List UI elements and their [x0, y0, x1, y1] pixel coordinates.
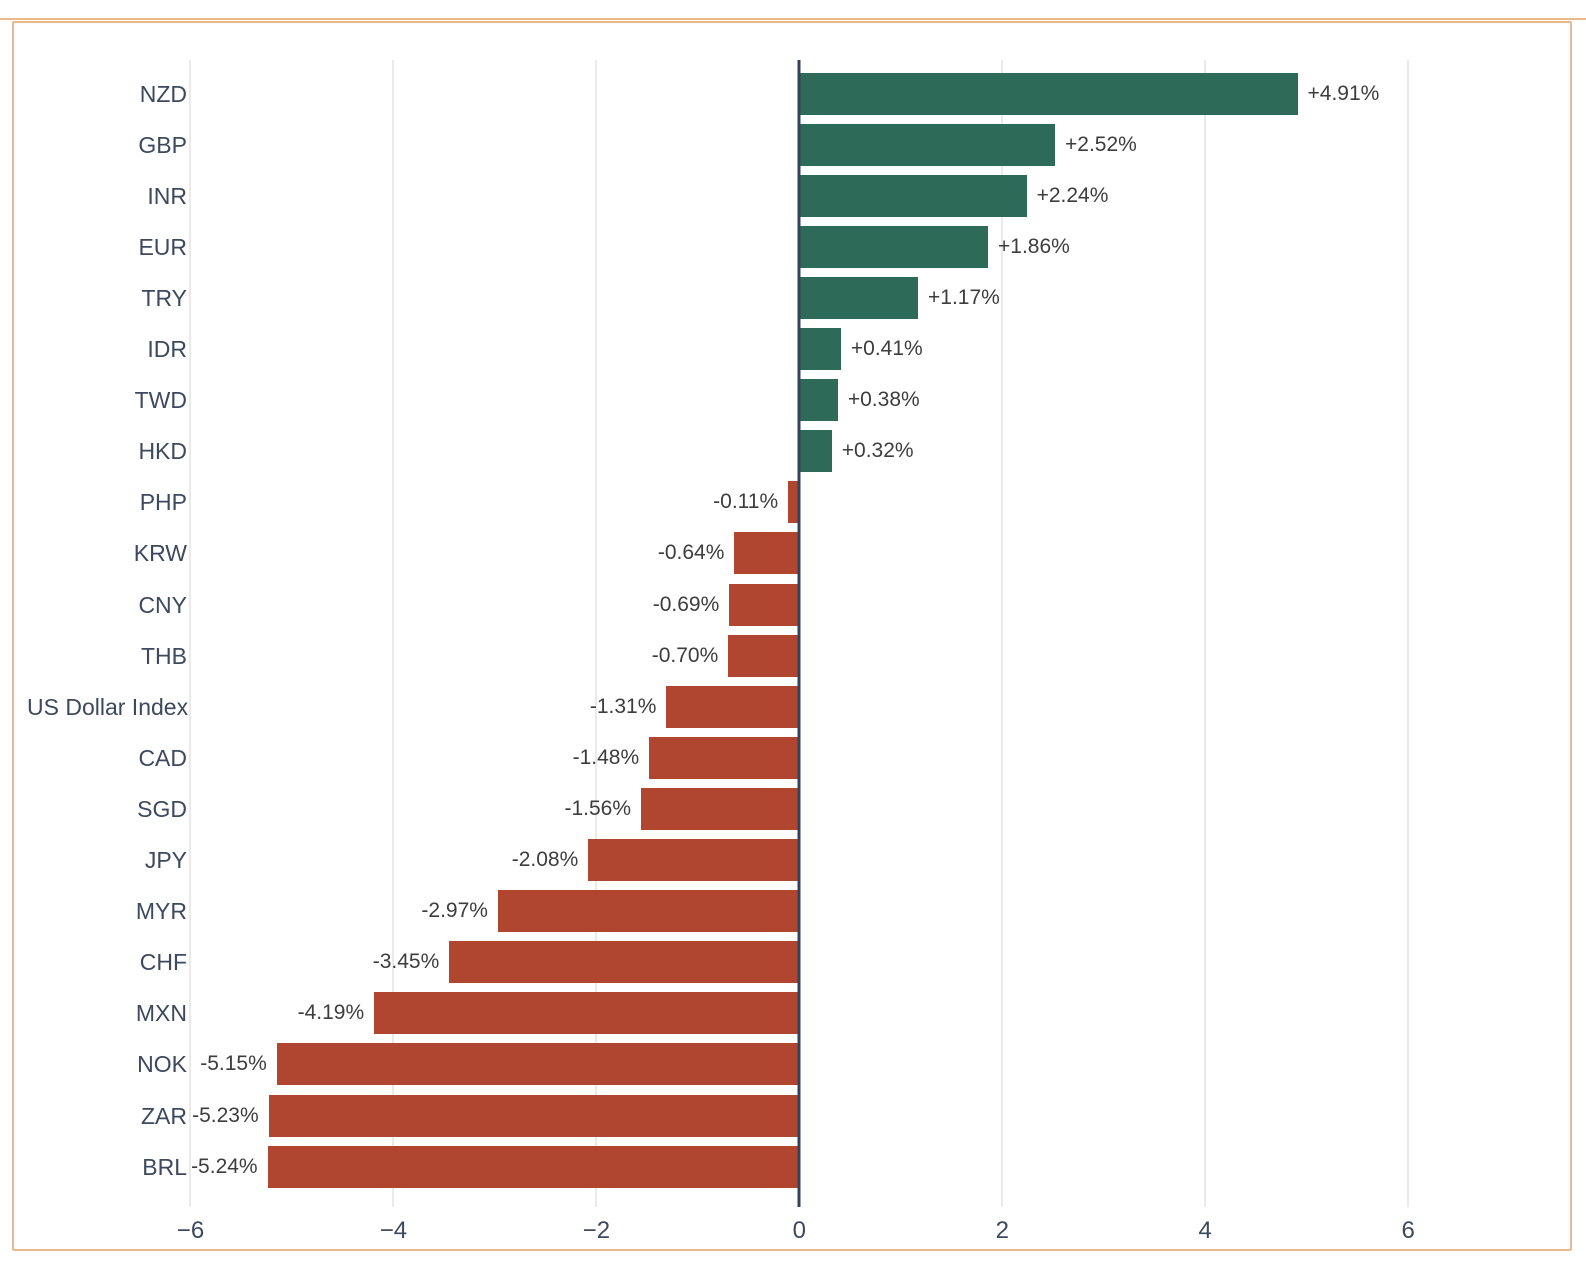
category-label: ZAR: [141, 1102, 187, 1129]
x-tick-label: −4: [379, 1217, 408, 1244]
category-label: INR: [147, 182, 187, 209]
bar-jpy[interactable]: [588, 839, 800, 882]
bar-thb[interactable]: [728, 634, 800, 677]
bar-eur[interactable]: [799, 225, 989, 268]
category-label: SGD: [137, 795, 187, 822]
frame-top-rule: [0, 18, 1586, 20]
bar-idr[interactable]: [799, 328, 841, 371]
bar-us-dollar-index[interactable]: [666, 685, 800, 728]
value-label: -0.64%: [657, 541, 725, 565]
category-label: IDR: [147, 336, 187, 363]
bar-sgd[interactable]: [641, 787, 800, 830]
bar-myr[interactable]: [497, 890, 800, 933]
bar-zar[interactable]: [268, 1094, 800, 1137]
category-label: TRY: [141, 284, 187, 311]
value-label: +2.24%: [1036, 183, 1109, 207]
value-label: -2.97%: [421, 899, 488, 923]
x-tick-label: 6: [1401, 1217, 1415, 1244]
gridline: [189, 60, 192, 1207]
category-label: MYR: [135, 898, 187, 925]
bar-hkd[interactable]: [799, 430, 832, 473]
bar-cny[interactable]: [729, 583, 800, 626]
category-label: CAD: [138, 744, 187, 771]
gridline: [392, 60, 395, 1207]
gridline: [1204, 60, 1207, 1207]
bar-twd[interactable]: [799, 379, 838, 422]
bar-try[interactable]: [799, 276, 919, 319]
bar-php[interactable]: [788, 481, 800, 524]
gridline: [1407, 60, 1410, 1207]
bar-inr[interactable]: [799, 174, 1027, 217]
category-label: CHF: [139, 949, 187, 976]
bar-nok[interactable]: [276, 1043, 800, 1086]
bar-gbp[interactable]: [799, 123, 1055, 166]
value-label: -1.56%: [564, 796, 632, 820]
category-label: CNY: [138, 591, 187, 618]
category-label: PHP: [139, 489, 187, 516]
x-tick-label: 0: [792, 1217, 806, 1244]
value-label: -1.31%: [589, 694, 657, 718]
bar-brl[interactable]: [267, 1145, 800, 1188]
value-label: -0.69%: [652, 592, 720, 616]
value-label: -4.19%: [297, 1001, 365, 1025]
x-tick-label: −6: [176, 1217, 205, 1244]
category-label: BRL: [142, 1153, 187, 1180]
value-label: -0.11%: [713, 490, 779, 514]
value-label: +0.41%: [850, 337, 923, 361]
category-label: GBP: [138, 131, 187, 158]
value-label: +1.17%: [928, 285, 1000, 309]
value-label: +4.91%: [1307, 81, 1380, 105]
category-label: KRW: [133, 540, 187, 567]
zero-line: [797, 60, 801, 1207]
bar-cad[interactable]: [649, 736, 800, 779]
bar-mxn[interactable]: [374, 992, 800, 1035]
value-label: -3.45%: [372, 950, 440, 974]
gridline: [1001, 60, 1004, 1207]
category-label: MXN: [135, 1000, 187, 1027]
x-tick-label: 4: [1198, 1217, 1212, 1244]
category-label: HKD: [138, 438, 187, 465]
category-label: NOK: [137, 1051, 187, 1078]
value-label: -5.23%: [192, 1103, 259, 1127]
currency-performance-bar-chart: +4.91% +2.52% +2.24% +1.86% +1.17% +0.41% +0.3…: [14, 23, 1570, 1249]
chart-frame: +4.91% +2.52% +2.24% +1.86% +1.17% +0.41% +0.3…: [12, 21, 1572, 1251]
value-label: +2.52%: [1065, 132, 1137, 156]
value-label: +1.86%: [998, 234, 1070, 258]
x-tick-label: −2: [582, 1217, 611, 1244]
category-label: TWD: [134, 387, 187, 414]
value-label: -0.70%: [651, 643, 719, 667]
value-label: +0.32%: [841, 439, 914, 463]
bar-nzd[interactable]: [799, 72, 1298, 115]
value-label: -2.08%: [511, 848, 579, 872]
value-label: -1.48%: [572, 745, 640, 769]
bar-chf[interactable]: [449, 941, 800, 984]
plot-area: +4.91% +2.52% +2.24% +1.86% +1.17% +0.41% +0.3…: [157, 60, 1537, 1207]
category-label: THB: [141, 642, 187, 669]
bar-krw[interactable]: [734, 532, 800, 575]
value-label: +0.38%: [847, 388, 920, 412]
category-label: EUR: [138, 233, 187, 260]
category-label: JPY: [144, 847, 187, 874]
gridline: [595, 60, 598, 1207]
value-label: -5.15%: [200, 1052, 267, 1076]
value-label: -5.24%: [191, 1154, 258, 1178]
x-tick-label: 2: [995, 1217, 1009, 1244]
category-label: US Dollar Index: [27, 693, 189, 720]
category-label: NZD: [139, 80, 187, 107]
